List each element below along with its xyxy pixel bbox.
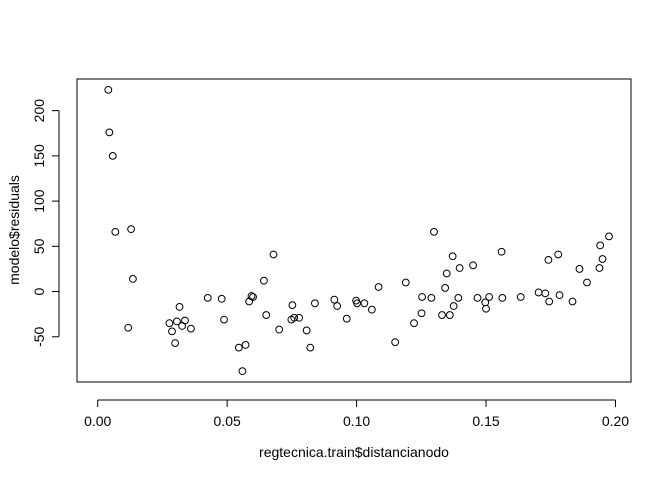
data-point <box>302 326 311 335</box>
data-point <box>275 325 284 334</box>
data-point <box>104 85 113 94</box>
data-point <box>111 227 120 236</box>
data-point <box>554 250 563 259</box>
data-point <box>203 293 212 302</box>
data-point <box>497 247 506 256</box>
data-point <box>295 313 304 322</box>
data-point <box>583 278 591 287</box>
plot-frame <box>76 78 632 383</box>
data-point <box>473 293 482 302</box>
data-point <box>516 293 525 301</box>
data-point <box>262 311 271 319</box>
data-point <box>430 227 438 236</box>
data-point <box>360 299 369 308</box>
data-point <box>482 304 490 313</box>
x-tick-label: 0.00 <box>84 413 111 429</box>
data-point <box>290 313 299 322</box>
data-point <box>168 327 176 336</box>
data-point <box>330 295 339 304</box>
data-point <box>598 255 607 263</box>
data-point <box>269 250 278 259</box>
data-point <box>187 324 195 333</box>
data-point <box>241 341 250 349</box>
data-point <box>129 274 137 283</box>
data-point <box>485 293 494 301</box>
data-point <box>342 314 351 323</box>
data-point <box>127 225 136 234</box>
data-point <box>596 241 605 250</box>
y-tick-label: 200 <box>31 99 47 123</box>
data-point <box>311 299 319 308</box>
data-point <box>418 293 426 301</box>
data-point <box>448 252 457 261</box>
data-point <box>445 311 454 319</box>
y-tick-label: 150 <box>31 144 47 168</box>
data-point <box>234 343 243 352</box>
data-point <box>455 264 464 272</box>
data-point <box>541 289 550 298</box>
data-point <box>438 311 446 319</box>
data-point <box>441 284 450 292</box>
data-point <box>306 343 315 352</box>
data-point <box>417 309 426 318</box>
y-axis: -50 0 50 100 150 200 <box>31 99 60 347</box>
x-tick-label: 0.15 <box>472 413 499 429</box>
data-point <box>175 303 184 311</box>
y-tick-label: 0 <box>31 287 47 295</box>
data-point <box>247 292 256 300</box>
data-point <box>595 264 604 272</box>
data-point <box>545 297 554 306</box>
data-point <box>391 338 400 347</box>
data-point <box>238 367 247 376</box>
data-point <box>171 339 180 348</box>
data-point <box>555 291 564 300</box>
data-point <box>220 315 228 324</box>
data-point <box>249 293 257 301</box>
data-point <box>181 316 189 325</box>
x-axis: 0.00 0.05 0.10 0.15 0.20 <box>84 399 629 429</box>
y-tick-label: -50 <box>31 326 47 346</box>
data-point <box>401 278 410 287</box>
data-point <box>449 302 458 310</box>
y-axis-title: modelo$residuals <box>6 175 22 285</box>
data-point <box>410 319 418 328</box>
data-point <box>124 323 133 332</box>
data-point <box>217 294 226 303</box>
data-point <box>108 151 117 160</box>
data-point <box>374 283 383 291</box>
data-point <box>454 293 463 302</box>
data-point <box>367 305 376 314</box>
data-point <box>105 128 114 137</box>
data-point <box>469 261 477 270</box>
data-point <box>427 293 436 302</box>
data-point <box>260 276 268 285</box>
x-tick-label: 0.20 <box>602 413 629 429</box>
data-point <box>498 293 507 302</box>
data-point <box>165 319 174 328</box>
x-axis-title: regtecnica.train$distancianodo <box>259 444 449 460</box>
x-tick-label: 0.10 <box>343 413 370 429</box>
x-tick-label: 0.05 <box>214 413 241 429</box>
data-point <box>442 269 451 278</box>
data-point <box>568 297 577 306</box>
data-point <box>333 302 342 310</box>
data-point <box>575 265 584 273</box>
data-point <box>605 232 613 241</box>
data-point <box>173 317 181 326</box>
data-point <box>544 255 553 264</box>
data-points <box>104 85 613 376</box>
data-point <box>288 301 297 310</box>
y-tick-label: 100 <box>31 189 47 213</box>
y-tick-label: 50 <box>31 238 47 254</box>
